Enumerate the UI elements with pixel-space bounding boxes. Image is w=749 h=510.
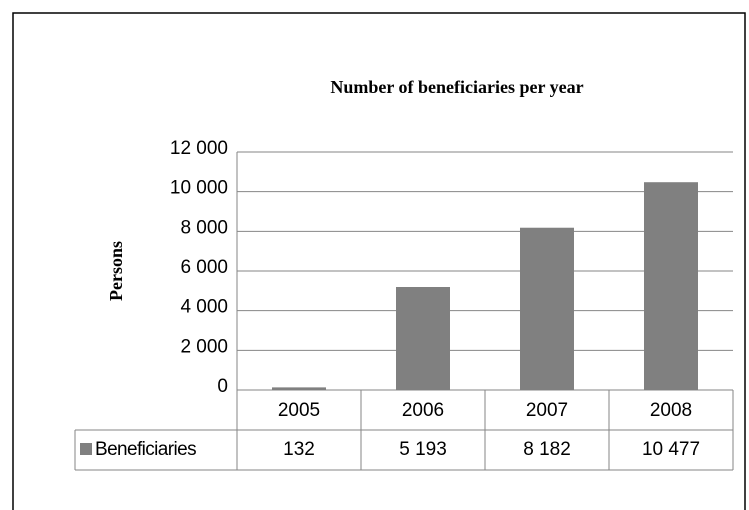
bar — [520, 227, 574, 390]
x-tick-label: 2006 — [402, 400, 444, 421]
data-table-value: 10 477 — [642, 439, 700, 460]
data-table-value: 8 182 — [523, 439, 571, 460]
legend-label: Beneficiaries — [95, 439, 196, 460]
y-tick-label: 12 000 — [170, 138, 228, 159]
bar — [272, 387, 326, 390]
data-table-value: 5 193 — [399, 439, 447, 460]
y-tick-label: 2 000 — [180, 336, 228, 357]
x-tick-label: 2008 — [650, 400, 692, 421]
y-tick-label: 8 000 — [180, 217, 228, 238]
chart-title: Number of beneficiaries per year — [330, 77, 583, 97]
legend-swatch — [80, 443, 92, 455]
x-tick-label: 2005 — [278, 400, 320, 421]
bar — [644, 182, 698, 390]
y-tick-label: 4 000 — [180, 297, 228, 318]
y-tick-label: 0 — [217, 376, 228, 397]
bar — [396, 287, 450, 390]
x-tick-label: 2007 — [526, 400, 568, 421]
y-tick-label: 10 000 — [170, 178, 228, 199]
data-table-value: 132 — [283, 439, 315, 460]
y-axis-label: Persons — [106, 241, 126, 301]
y-tick-label: 6 000 — [180, 257, 228, 278]
chart-border — [12, 12, 746, 510]
